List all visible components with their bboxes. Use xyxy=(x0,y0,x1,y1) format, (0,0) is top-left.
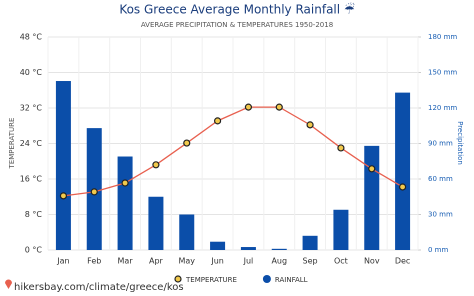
line-marker xyxy=(152,161,160,169)
bar xyxy=(179,214,195,250)
x-tick-label: Sep xyxy=(303,257,318,266)
bar xyxy=(55,81,71,251)
line-marker xyxy=(275,103,283,111)
line-marker xyxy=(398,183,407,191)
legend-label: RAINFALL xyxy=(275,276,308,284)
y-tick-label: 32 °C xyxy=(20,104,43,113)
chart-subtitle: AVERAGE PRECIPITATION & TEMPERATURES 195… xyxy=(141,21,333,29)
y-tick-label: 0 °C xyxy=(25,246,43,255)
chart-title: Kos Greece Average Monthly Rainfall ☔ xyxy=(119,2,355,17)
bar xyxy=(302,235,318,250)
legend-label: TEMPERATURE xyxy=(185,276,237,284)
x-tick-label: Nov xyxy=(364,257,380,266)
x-tick-label: Dec xyxy=(395,257,410,266)
y-tick-label: 24 °C xyxy=(20,139,43,148)
bar xyxy=(364,145,380,250)
bar xyxy=(333,209,349,250)
pin-icon xyxy=(5,279,12,289)
x-tick-label: Oct xyxy=(334,257,348,266)
bar xyxy=(271,248,287,250)
y2-tick-label: 120 mm xyxy=(428,104,457,112)
x-tick-label: Aug xyxy=(271,257,287,266)
legend-marker xyxy=(262,275,271,283)
x-tick-label: Apr xyxy=(149,257,164,266)
x-tick-label: May xyxy=(178,257,195,266)
y-tick-label: 48 °C xyxy=(20,33,43,42)
bar xyxy=(240,247,256,250)
x-tick-label: Feb xyxy=(87,257,101,266)
y2-tick-label: 60 mm xyxy=(428,175,453,183)
line xyxy=(63,106,403,197)
y-tick-label: 40 °C xyxy=(20,68,43,77)
y2-tick-label: 0 mm xyxy=(428,246,448,254)
y-tick-label: 8 °C xyxy=(25,210,43,219)
x-tick-label: Jun xyxy=(210,257,224,266)
line-marker xyxy=(121,179,129,187)
y-tick-label: 16 °C xyxy=(20,175,43,184)
bar xyxy=(210,241,226,250)
line-marker xyxy=(244,103,253,111)
x-tick-label: Jul xyxy=(243,257,254,266)
line-marker xyxy=(90,188,98,196)
source: hikersbay.com/climate/greece/kos xyxy=(14,282,184,293)
y2-tick-label: 150 mm xyxy=(428,69,457,77)
legend-marker xyxy=(174,275,182,283)
y2-tick-label: 90 mm xyxy=(428,140,453,148)
y2-axis-label: Precipitation xyxy=(456,121,464,165)
line-marker xyxy=(59,192,68,200)
line-marker xyxy=(368,165,376,173)
y2-tick-label: 30 mm xyxy=(428,211,453,219)
line-marker xyxy=(306,121,314,129)
line-marker xyxy=(213,117,222,125)
x-tick-label: Jan xyxy=(56,257,69,266)
bar xyxy=(117,156,133,250)
line-marker xyxy=(183,139,191,147)
bar xyxy=(148,196,164,250)
x-tick-label: Mar xyxy=(118,257,134,266)
line-marker xyxy=(337,144,345,152)
y2-tick-label: 180 mm xyxy=(428,33,457,41)
bar xyxy=(395,92,411,250)
y-axis-label: TEMPERATURE xyxy=(8,118,16,170)
